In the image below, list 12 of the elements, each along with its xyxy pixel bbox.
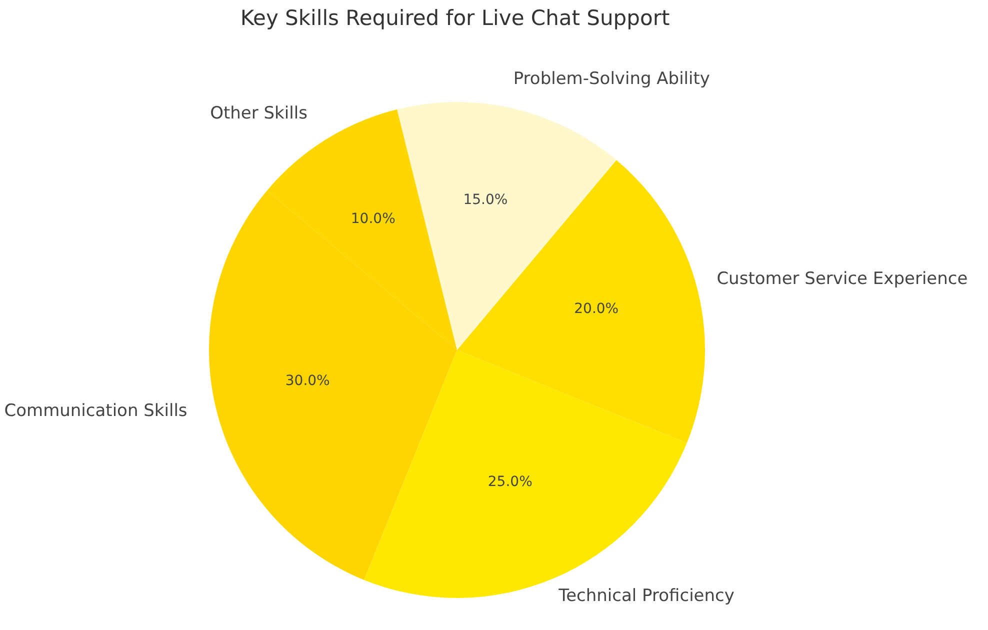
chart-title: Key Skills Required for Live Chat Support xyxy=(240,6,670,30)
pie-slice xyxy=(397,102,616,350)
slice-label: Technical Proficiency xyxy=(558,586,734,606)
slice-label: Other Skills xyxy=(210,104,308,124)
data-label: 25.0% xyxy=(488,474,532,490)
data-label: 15.0% xyxy=(463,192,508,208)
data-label: 10.0% xyxy=(350,210,396,227)
slice-label: Communication Skills xyxy=(4,400,188,421)
data-label: 30.0% xyxy=(285,373,330,389)
slice-label: Problem-Solving Ability xyxy=(513,69,710,90)
slice-label: Customer Service Experience xyxy=(716,269,968,290)
data-label: 20.0% xyxy=(574,301,619,317)
